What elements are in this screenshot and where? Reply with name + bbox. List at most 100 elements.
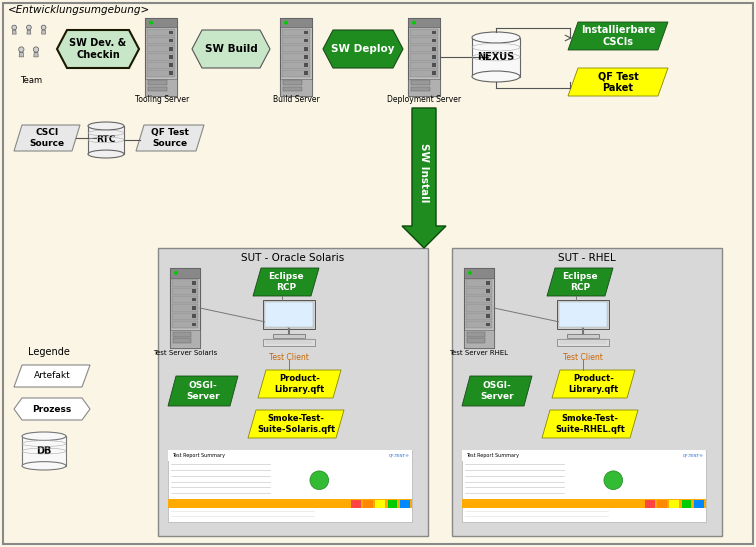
- Bar: [145, 18, 177, 27]
- Polygon shape: [462, 376, 532, 406]
- Text: Installierbare
CSCIs: Installierbare CSCIs: [581, 25, 655, 47]
- Bar: [170, 330, 200, 348]
- Bar: [410, 29, 438, 36]
- Bar: [694, 501, 704, 508]
- Polygon shape: [136, 125, 204, 151]
- Circle shape: [26, 25, 31, 30]
- Bar: [400, 501, 410, 508]
- Text: SW Deploy: SW Deploy: [331, 44, 395, 54]
- Polygon shape: [14, 398, 90, 420]
- Bar: [466, 321, 492, 328]
- Bar: [192, 306, 196, 310]
- Bar: [462, 450, 706, 461]
- Bar: [408, 18, 440, 96]
- Text: RTC: RTC: [96, 136, 116, 144]
- Bar: [280, 18, 312, 96]
- Bar: [263, 300, 315, 329]
- Polygon shape: [568, 22, 668, 50]
- Circle shape: [310, 471, 329, 490]
- Bar: [169, 47, 173, 50]
- Bar: [282, 61, 310, 69]
- Bar: [168, 499, 412, 508]
- Text: SW Dev. &
Checkin: SW Dev. & Checkin: [70, 38, 126, 60]
- Text: QF-TEST®: QF-TEST®: [683, 453, 704, 457]
- Bar: [411, 80, 430, 85]
- Text: Test Client: Test Client: [269, 353, 309, 362]
- Bar: [410, 37, 438, 44]
- Polygon shape: [547, 268, 613, 296]
- Text: Tooling Server: Tooling Server: [135, 95, 189, 104]
- Text: Test Report Summary: Test Report Summary: [466, 452, 519, 457]
- Bar: [486, 289, 490, 293]
- Bar: [432, 72, 436, 75]
- Text: Eclipse
RCP: Eclipse RCP: [562, 272, 598, 292]
- Text: Legende: Legende: [28, 347, 70, 357]
- Bar: [148, 80, 167, 85]
- Bar: [192, 289, 196, 293]
- Ellipse shape: [88, 122, 124, 130]
- Bar: [169, 63, 173, 67]
- Bar: [147, 54, 175, 61]
- Polygon shape: [12, 30, 16, 34]
- Bar: [557, 339, 609, 346]
- Bar: [682, 501, 691, 508]
- Text: DB: DB: [36, 446, 51, 456]
- Bar: [172, 304, 198, 312]
- Bar: [304, 72, 308, 75]
- Bar: [304, 55, 308, 59]
- Polygon shape: [19, 53, 23, 57]
- Polygon shape: [258, 370, 341, 398]
- Bar: [172, 312, 198, 320]
- Circle shape: [284, 21, 288, 25]
- Bar: [173, 339, 191, 343]
- Bar: [304, 63, 308, 67]
- Ellipse shape: [472, 71, 520, 82]
- Polygon shape: [168, 376, 238, 406]
- Polygon shape: [323, 30, 403, 68]
- Ellipse shape: [472, 32, 520, 43]
- Polygon shape: [248, 410, 344, 438]
- Bar: [172, 288, 198, 295]
- Circle shape: [604, 471, 623, 490]
- Bar: [486, 281, 490, 284]
- Bar: [282, 45, 310, 53]
- Bar: [464, 330, 494, 348]
- Text: OSGI-
Server: OSGI- Server: [480, 381, 514, 401]
- Circle shape: [412, 21, 416, 25]
- Bar: [452, 248, 722, 536]
- Bar: [282, 69, 310, 77]
- Bar: [88, 126, 124, 154]
- Text: SUT - RHEL: SUT - RHEL: [558, 253, 616, 263]
- Bar: [158, 248, 428, 536]
- Bar: [557, 300, 609, 329]
- Ellipse shape: [88, 150, 124, 158]
- Bar: [147, 29, 175, 36]
- Ellipse shape: [22, 432, 66, 440]
- Text: Smoke-Test-
Suite-Solaris.qft: Smoke-Test- Suite-Solaris.qft: [257, 414, 335, 434]
- Circle shape: [12, 25, 17, 30]
- Bar: [265, 302, 313, 327]
- Polygon shape: [402, 108, 446, 248]
- Text: Test Server Solaris: Test Server Solaris: [153, 350, 217, 356]
- Bar: [168, 450, 412, 522]
- Bar: [411, 86, 430, 91]
- Text: QF Test
Source: QF Test Source: [151, 129, 189, 148]
- Bar: [462, 499, 706, 508]
- Circle shape: [468, 271, 472, 275]
- Text: SW Install: SW Install: [419, 143, 429, 203]
- Text: Test Server RHEL: Test Server RHEL: [449, 350, 509, 356]
- Bar: [169, 31, 173, 34]
- Bar: [464, 268, 494, 348]
- Bar: [466, 296, 492, 303]
- Bar: [283, 80, 302, 85]
- Text: Product-
Library.qft: Product- Library.qft: [569, 374, 618, 394]
- Bar: [408, 18, 440, 27]
- Polygon shape: [253, 268, 319, 296]
- Bar: [169, 39, 173, 43]
- Bar: [432, 31, 436, 34]
- Bar: [432, 39, 436, 43]
- Bar: [304, 31, 308, 34]
- Text: Team: Team: [20, 76, 42, 85]
- Bar: [351, 501, 361, 508]
- Bar: [410, 69, 438, 77]
